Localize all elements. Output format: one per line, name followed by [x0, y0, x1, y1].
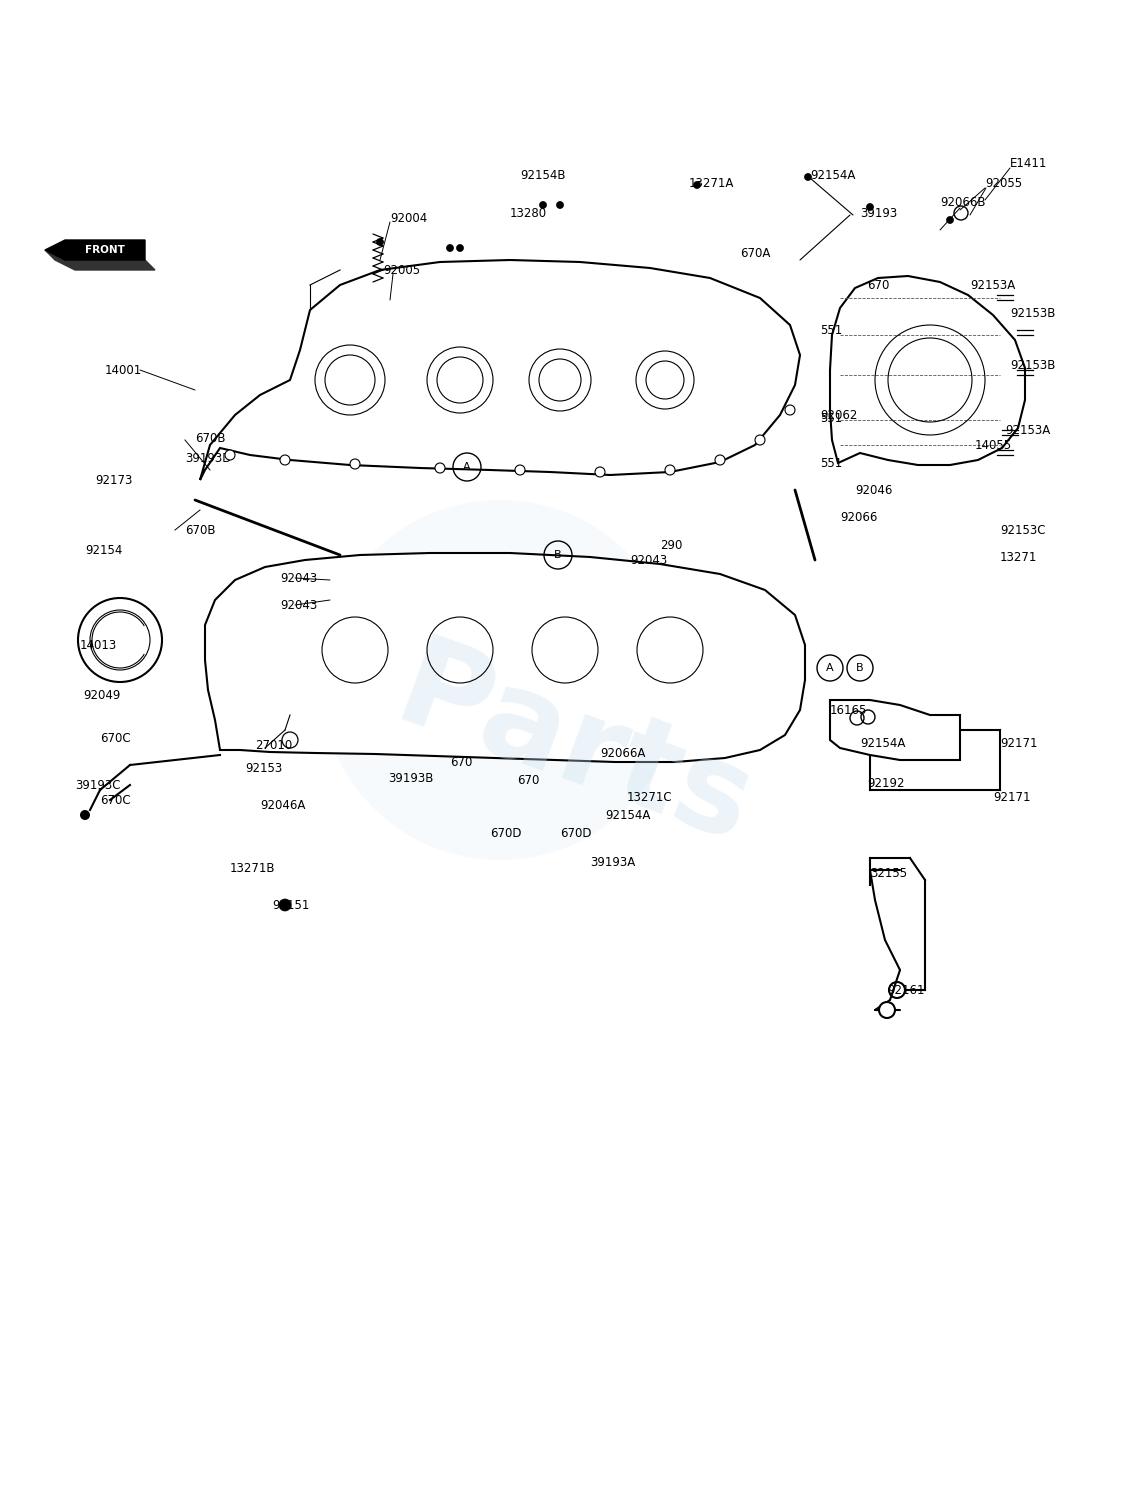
Text: A: A — [463, 462, 471, 471]
Text: 92004: 92004 — [390, 212, 427, 225]
Text: 92043: 92043 — [280, 599, 317, 611]
Circle shape — [595, 467, 605, 477]
Text: 670B: 670B — [185, 524, 216, 536]
Text: 670: 670 — [450, 755, 472, 769]
Polygon shape — [830, 699, 960, 760]
Text: 39193A: 39193A — [590, 856, 635, 869]
Circle shape — [715, 455, 726, 465]
Text: FRONT: FRONT — [85, 245, 125, 255]
Text: 92192: 92192 — [867, 776, 905, 790]
Text: 92153A: 92153A — [1004, 423, 1050, 437]
Text: 670C: 670C — [100, 731, 131, 744]
Polygon shape — [200, 260, 800, 480]
Text: 92153C: 92153C — [1000, 524, 1046, 536]
Text: 39193D: 39193D — [185, 452, 232, 464]
Circle shape — [693, 182, 700, 189]
Text: 92046: 92046 — [855, 483, 892, 497]
Text: 551: 551 — [820, 324, 843, 336]
Circle shape — [879, 1003, 895, 1018]
Circle shape — [785, 405, 796, 414]
Text: 92046A: 92046A — [259, 799, 305, 812]
Text: 92161: 92161 — [887, 983, 924, 997]
Circle shape — [225, 450, 235, 459]
Polygon shape — [205, 552, 805, 763]
Text: 27010: 27010 — [255, 738, 293, 752]
Text: A: A — [827, 663, 833, 672]
Text: 13271A: 13271A — [689, 177, 735, 189]
Text: 551: 551 — [820, 411, 843, 425]
Circle shape — [805, 174, 812, 180]
Text: 13271B: 13271B — [230, 862, 276, 875]
Circle shape — [540, 201, 546, 209]
Text: 92043: 92043 — [280, 572, 317, 584]
Text: 39193: 39193 — [860, 207, 898, 219]
Text: 670: 670 — [517, 773, 540, 787]
Text: Parts: Parts — [380, 630, 768, 871]
Text: 16165: 16165 — [830, 704, 868, 716]
Text: 92154A: 92154A — [860, 737, 906, 749]
Text: 92154A: 92154A — [605, 809, 651, 821]
Circle shape — [350, 459, 360, 468]
Text: 670A: 670A — [740, 246, 770, 260]
Text: 92154A: 92154A — [810, 168, 855, 182]
Circle shape — [515, 465, 525, 474]
Text: 92173: 92173 — [95, 473, 132, 486]
Text: 92153: 92153 — [245, 761, 282, 775]
Text: 92153B: 92153B — [1010, 306, 1055, 320]
Text: 39193B: 39193B — [388, 772, 434, 785]
Polygon shape — [45, 240, 145, 260]
Text: 92171: 92171 — [993, 791, 1031, 803]
Text: 670B: 670B — [195, 431, 225, 444]
Circle shape — [946, 216, 954, 224]
Text: 92066A: 92066A — [600, 746, 645, 760]
Circle shape — [435, 462, 445, 473]
Text: 92066B: 92066B — [940, 195, 985, 209]
Text: 92055: 92055 — [985, 177, 1022, 189]
Text: 92171: 92171 — [1000, 737, 1038, 749]
Text: 92153A: 92153A — [970, 279, 1015, 291]
Text: 13280: 13280 — [510, 207, 548, 219]
Circle shape — [279, 899, 290, 911]
Circle shape — [867, 204, 874, 210]
Text: 13271C: 13271C — [627, 791, 673, 803]
Text: 290: 290 — [660, 539, 682, 551]
Circle shape — [80, 811, 90, 820]
Text: 14001: 14001 — [104, 363, 142, 377]
Text: E1411: E1411 — [1010, 156, 1047, 170]
Text: 13271: 13271 — [1000, 551, 1038, 563]
Circle shape — [320, 500, 680, 860]
Circle shape — [447, 245, 453, 252]
Text: 670: 670 — [867, 279, 890, 291]
Circle shape — [557, 201, 564, 209]
Circle shape — [377, 239, 383, 246]
Text: 92154B: 92154B — [520, 168, 566, 182]
Polygon shape — [45, 251, 155, 270]
Text: 670C: 670C — [100, 794, 131, 806]
Text: 32155: 32155 — [870, 866, 907, 880]
Text: 670D: 670D — [490, 827, 521, 839]
Text: 14055: 14055 — [975, 438, 1013, 452]
Circle shape — [457, 245, 464, 252]
Circle shape — [665, 465, 675, 474]
Text: 92154: 92154 — [85, 543, 123, 557]
Text: B: B — [554, 549, 561, 560]
Text: 92066: 92066 — [840, 510, 877, 524]
Text: 39193C: 39193C — [75, 779, 121, 791]
Text: 551: 551 — [820, 456, 843, 470]
Text: 92153B: 92153B — [1010, 359, 1055, 372]
Text: 670D: 670D — [560, 827, 591, 839]
Text: B: B — [856, 663, 863, 672]
Circle shape — [280, 455, 290, 465]
Text: 92151: 92151 — [272, 899, 309, 911]
Circle shape — [755, 435, 765, 444]
Polygon shape — [830, 276, 1025, 465]
Text: 92043: 92043 — [630, 554, 667, 566]
Text: 14013: 14013 — [80, 638, 117, 651]
Text: 92062: 92062 — [820, 408, 858, 422]
Text: 92005: 92005 — [383, 264, 420, 276]
Text: 92049: 92049 — [83, 689, 121, 701]
